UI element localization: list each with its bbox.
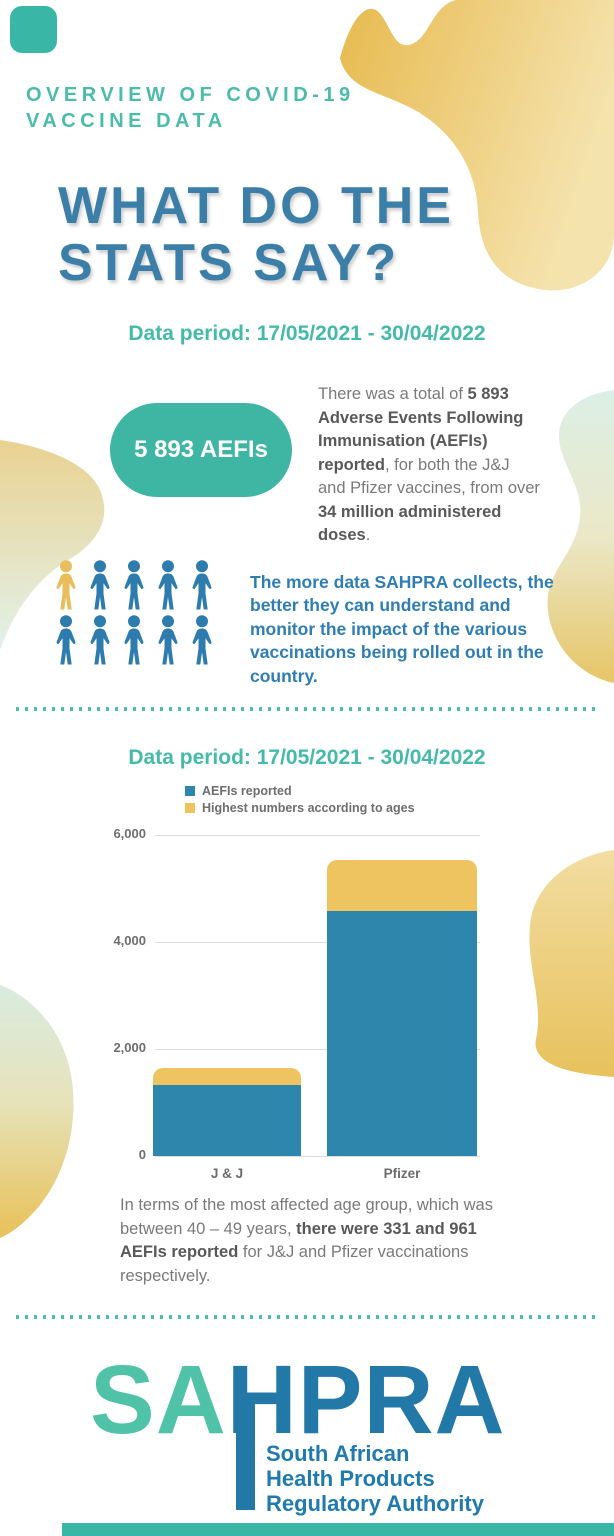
legend-label: Highest numbers according to ages: [202, 801, 415, 815]
person-icon: [184, 560, 220, 615]
text-segment: .: [365, 526, 371, 544]
sahpra-logo-wordmark: SAHPRA: [90, 1344, 506, 1456]
chart-gridline: [155, 834, 480, 836]
person-icon: [150, 615, 186, 670]
stat-pill-label: 5 893 AEFIs: [134, 436, 268, 463]
y-axis-tick-label: 0: [138, 1147, 146, 1162]
tagline-line1: South African: [266, 1441, 410, 1466]
tagline-line2: Health Products: [266, 1466, 435, 1491]
people-pictogram: [48, 560, 220, 670]
legend-swatch: [185, 803, 195, 813]
chart-paragraph: In terms of the most affected age group,…: [120, 1194, 518, 1288]
x-axis-category-label: Pfizer: [383, 1166, 421, 1181]
text-segment: , for both the J&J and Pfizer vaccines, …: [318, 455, 540, 498]
y-axis-tick-label: 6,000: [113, 826, 146, 841]
chart-legend: AEFIs reported Highest numbers according …: [185, 784, 415, 818]
chart-gridline: [155, 1155, 480, 1157]
x-axis-category-label: J & J: [210, 1166, 244, 1181]
sahpra-note-text: The more data SAHPRA collects, the bette…: [250, 572, 554, 686]
text-segment: In terms of the most affected age group,…: [120, 1196, 493, 1238]
y-axis-tick-label: 2,000: [113, 1040, 146, 1055]
bottom-accent-bar: [62, 1523, 614, 1536]
logo-h-stem: [236, 1398, 255, 1510]
bar-chart: 0 2,000 4,000 6,000 AEFIs reported Highest nu…: [100, 780, 492, 1190]
logo-sa: SA: [90, 1345, 227, 1454]
bar-main-segment: [153, 1085, 301, 1156]
person-icon: [116, 560, 152, 615]
stat-pill: 5 893 AEFIs: [110, 403, 292, 497]
kicker-line2: VACCINE DATA: [26, 110, 227, 132]
blob-left-people: [0, 440, 105, 650]
logo-hpra: HPRA: [226, 1345, 506, 1454]
y-axis-tick-label: 4,000: [113, 933, 146, 948]
person-icon: [48, 560, 84, 615]
data-period-heading-1: Data period: 17/05/2021 - 30/04/2022: [128, 322, 486, 345]
people-row: [48, 615, 220, 665]
title-line2: STATS SAY?: [58, 234, 400, 292]
person-icon: [48, 615, 84, 670]
legend-item: Highest numbers according to ages: [185, 801, 415, 815]
kicker-heading: OVERVIEW OF COVID-19 VACCINE DATA: [26, 82, 456, 134]
logo-tagline: South African Health Products Regulatory…: [266, 1441, 484, 1516]
dotted-divider-top: [16, 707, 600, 711]
bar-top-segment: [327, 859, 477, 912]
text-segment: There was a total of: [318, 385, 468, 403]
person-icon: [116, 615, 152, 670]
legend-item: AEFIs reported: [185, 784, 415, 798]
blob-right-chart: [529, 850, 614, 1077]
blob-left-lower: [0, 985, 74, 1238]
person-icon: [150, 560, 186, 615]
chart-gridline: [155, 941, 480, 943]
tagline-line3: Regulatory Authority: [266, 1491, 484, 1516]
text-segment: for J&J and Pfizer vaccinations respecti…: [120, 1243, 469, 1285]
people-row: [48, 560, 220, 610]
bold-text-segment: there were 331 and 961 AEFIs reported: [120, 1219, 477, 1262]
kicker-line1: OVERVIEW OF COVID-19: [26, 84, 355, 106]
blob-top-right: [340, 0, 614, 291]
corner-accent-square: [10, 6, 57, 53]
person-icon: [82, 560, 118, 615]
bold-text-segment: 34 million administered doses: [318, 502, 502, 545]
data-period-heading-2: Data period: 17/05/2021 - 30/04/2022: [128, 746, 486, 769]
page-title: WHAT DO THE STATS SAY?: [58, 178, 578, 292]
summary-paragraph: There was a total of 5 893 Adverse Event…: [318, 383, 540, 548]
legend-label: AEFIs reported: [202, 784, 292, 798]
bar-main-segment: [327, 911, 477, 1156]
chart-gridline: [155, 1048, 480, 1050]
bar-top-segment: [153, 1067, 301, 1086]
blob-right-middle: [547, 390, 614, 683]
dotted-divider-bottom: [16, 1315, 600, 1319]
person-icon: [82, 615, 118, 670]
person-icon: [184, 615, 220, 670]
bold-text-segment: 5 893 Adverse Events Following Immunisat…: [318, 385, 524, 474]
title-line1: WHAT DO THE: [58, 177, 454, 235]
legend-swatch: [185, 786, 195, 796]
